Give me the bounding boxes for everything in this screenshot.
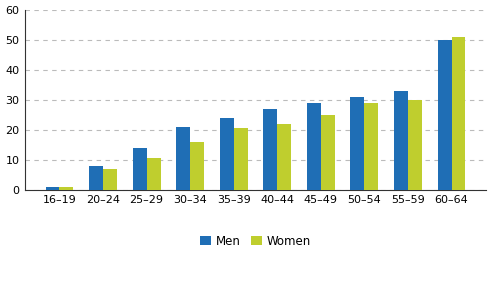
Bar — [452, 37, 465, 190]
Legend: Men, Women: Men, Women — [195, 230, 316, 252]
Bar — [365, 103, 378, 190]
Bar — [263, 109, 277, 190]
Bar — [437, 40, 452, 190]
Bar — [220, 118, 234, 190]
Bar — [46, 187, 60, 190]
Bar — [133, 148, 147, 190]
Bar — [60, 187, 73, 190]
Bar — [307, 103, 321, 190]
Bar — [394, 91, 408, 190]
Bar — [321, 115, 335, 190]
Bar — [176, 127, 190, 190]
Bar — [103, 169, 117, 190]
Bar — [89, 166, 103, 190]
Bar — [147, 158, 160, 190]
Bar — [277, 124, 291, 190]
Bar — [234, 128, 247, 190]
Bar — [350, 97, 365, 190]
Bar — [408, 100, 422, 190]
Bar — [190, 142, 204, 190]
